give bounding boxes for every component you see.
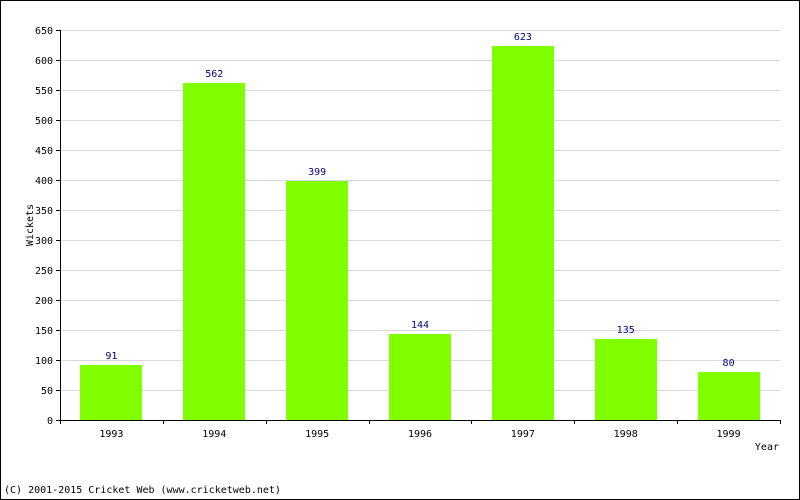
y-axis-label: Wickets [25,204,36,246]
bar-value-label: 623 [514,32,532,43]
x-tick-label: 1998 [614,429,638,440]
y-tick-label: 650 [35,26,53,37]
y-tick-label: 0 [47,416,53,427]
bar-1996 [389,334,451,420]
y-tick-label: 250 [35,266,53,277]
y-tick-label: 50 [41,386,53,397]
bars [80,46,760,420]
y-tick-label: 600 [35,56,53,67]
bar-value-label: 399 [308,167,326,178]
bar-value-label: 91 [105,351,117,362]
x-tick-label: 1993 [99,429,123,440]
bar-1997 [492,46,554,420]
x-tick-label: 1996 [408,429,432,440]
bar-value-label: 80 [723,358,735,369]
labels: 0 50 100 150 200 250 300 350 400 450 500 550 600 650 9… [35,26,741,440]
x-tick-label: 1997 [511,429,535,440]
y-tick-label: 500 [35,116,53,127]
y-tick-label: 150 [35,326,53,337]
y-tick-label: 350 [35,206,53,217]
bar-value-label: 562 [205,69,223,80]
axes [56,30,781,424]
y-tick-label: 200 [35,296,53,307]
x-axis-label: Year [755,442,779,453]
bar-1993 [80,365,142,420]
y-tick-label: 550 [35,86,53,97]
x-tick-label: 1995 [305,429,329,440]
grid-lines [60,30,780,391]
bar-1998 [595,339,657,420]
y-tick-label: 300 [35,236,53,247]
y-tick-label: 100 [35,356,53,367]
bar-value-label: 144 [411,320,429,331]
y-tick-label: 450 [35,146,53,157]
x-tick-label: 1999 [717,429,741,440]
bar-1995 [286,181,348,420]
bar-1999 [698,372,760,420]
y-tick-label: 400 [35,176,53,187]
bar-value-label: 135 [617,325,635,336]
copyright-footer: (C) 2001-2015 Cricket Web (www.cricketwe… [4,485,281,496]
x-tick-label: 1994 [202,429,226,440]
bar-1994 [183,83,245,420]
